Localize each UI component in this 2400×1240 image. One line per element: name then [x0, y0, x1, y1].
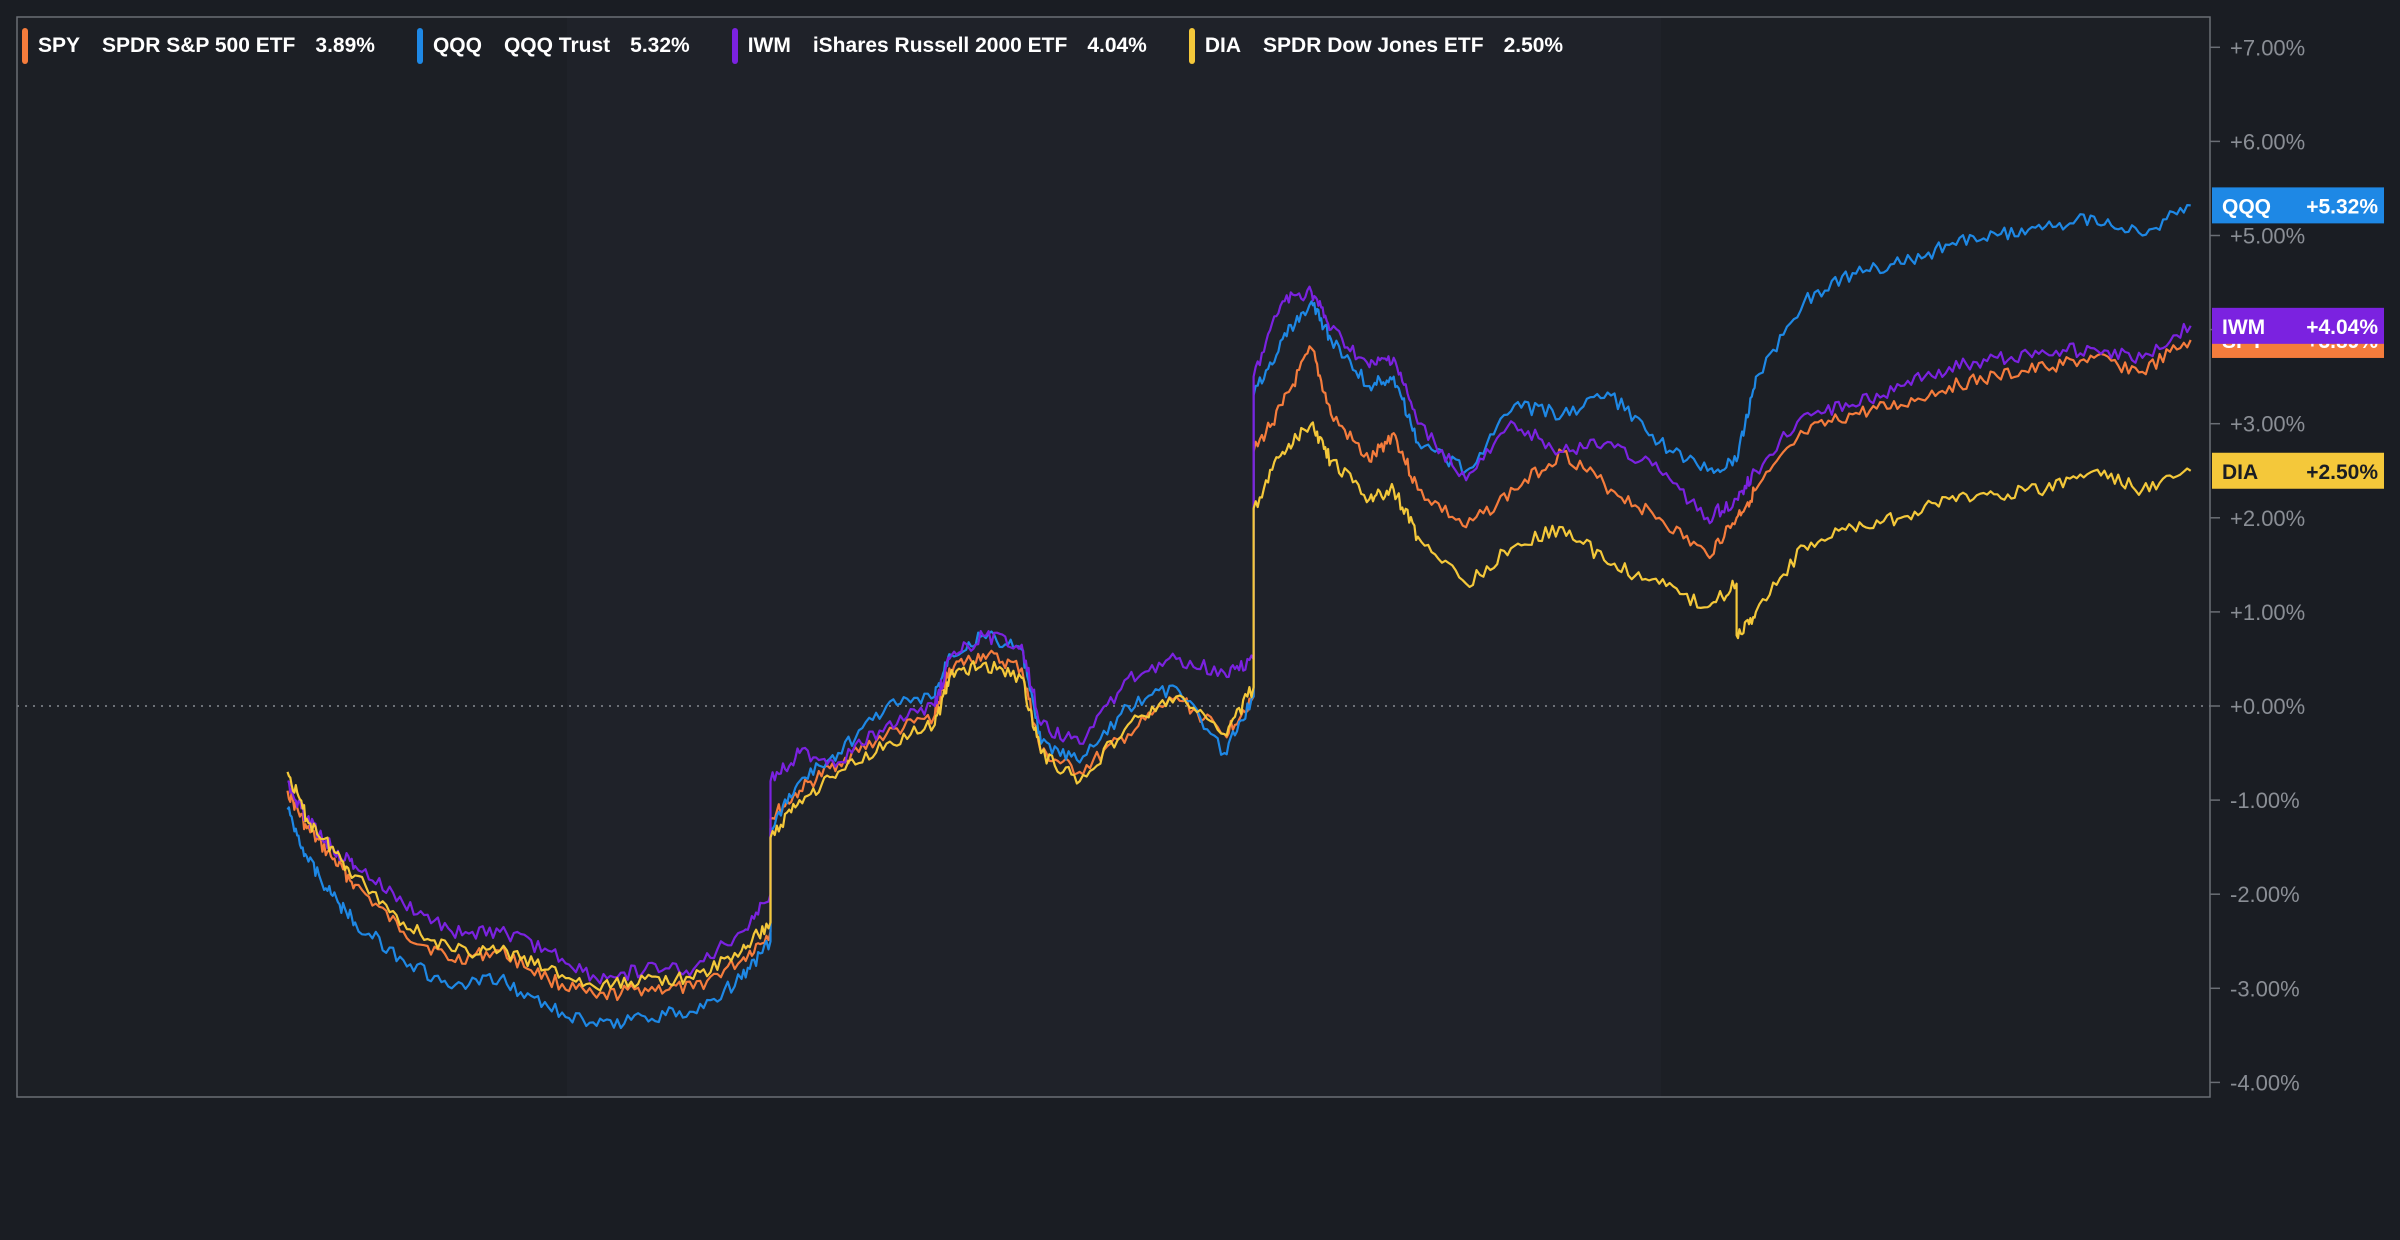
legend-change: 3.89% [315, 34, 375, 57]
y-tick-label: -4.00% [2230, 1070, 2300, 1095]
legend-item-spy[interactable]: SPY SPDR S&P 500 ETF 3.89% [22, 24, 375, 68]
end-label-value: +5.32% [2306, 195, 2378, 218]
legend-swatch-dia [1188, 28, 1195, 64]
legend-swatch-iwm [731, 28, 738, 64]
legend-change: 5.32% [630, 34, 690, 57]
legend-name: QQQ Trust [503, 34, 611, 57]
legend-item-qqq[interactable]: QQQ QQQ Trust 5.32% [416, 24, 690, 68]
end-label-symbol: QQQ [2222, 195, 2271, 218]
session-shade-1 [17, 17, 567, 1097]
series-line-dia[interactable] [286, 421, 2192, 992]
legend-item-iwm[interactable]: IWM iShares Russell 2000 ETF 4.04% [731, 24, 1147, 68]
legend-change: 4.04% [1087, 34, 1147, 57]
end-label-symbol: DIA [2222, 461, 2258, 484]
legend-swatch-qqq [416, 28, 423, 64]
end-label-bg [2212, 307, 2384, 344]
y-tick-label: +6.00% [2230, 129, 2305, 154]
end-label-bg [2212, 187, 2384, 224]
end-label-symbol: IWM [2222, 316, 2265, 339]
series-line-iwm[interactable] [287, 285, 2192, 985]
y-tick-label: -2.00% [2230, 882, 2300, 907]
end-label-dia: DIA +2.50% [2212, 452, 2384, 489]
end-label-bg [2212, 452, 2384, 489]
legend-symbol: DIA [1204, 34, 1242, 57]
plot-frame [16, 16, 2211, 1098]
legend-symbol: SPY [38, 34, 81, 57]
y-tick-label: +7.00% [2230, 35, 2305, 60]
y-tick-label: -1.00% [2230, 788, 2300, 813]
end-label-value: +2.50% [2306, 461, 2378, 484]
end-label-qqq: QQQ +5.32% [2212, 187, 2384, 224]
legend: SPY SPDR S&P 500 ETF 3.89% QQQ QQQ Trust… [22, 24, 1605, 68]
legend-swatch-spy [22, 28, 28, 64]
legend-name: SPDR S&P 500 ETF [102, 34, 296, 57]
y-tick-label: -3.00% [2230, 976, 2300, 1001]
series-line-qqq[interactable] [286, 204, 2191, 1030]
legend-symbol: QQQ [432, 34, 482, 57]
end-label-value: +4.04% [2306, 316, 2378, 339]
legend-item-dia[interactable]: DIA SPDR Dow Jones ETF 2.50% [1188, 24, 1564, 68]
session-shade-2 [1661, 17, 2210, 1097]
y-tick-label: +3.00% [2230, 412, 2305, 437]
y-tick-label: +0.00% [2230, 694, 2305, 719]
end-label-iwm: IWM +4.04% [2212, 307, 2384, 344]
legend-symbol: IWM [747, 34, 791, 57]
y-tick-label: +2.00% [2230, 506, 2305, 531]
legend-change: 2.50% [1503, 34, 1564, 57]
legend-name: iShares Russell 2000 ETF [812, 34, 1068, 57]
y-tick-label: +1.00% [2230, 600, 2305, 625]
legend-name: SPDR Dow Jones ETF [1263, 34, 1484, 57]
y-tick-label: +5.00% [2230, 224, 2305, 249]
